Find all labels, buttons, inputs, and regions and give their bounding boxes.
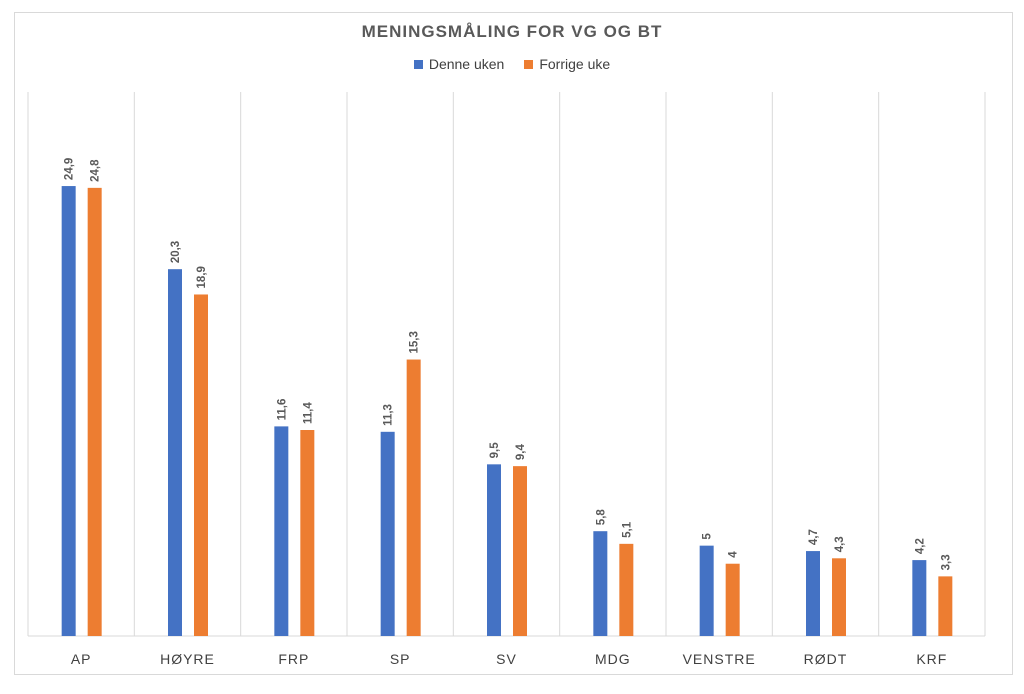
data-label: 24,8: [90, 159, 102, 182]
x-tick-label: MDG: [595, 651, 631, 667]
data-label: 18,9: [196, 266, 208, 288]
data-label: 9,4: [515, 444, 527, 461]
data-label: 3,3: [940, 554, 952, 570]
bar-series-1: [912, 560, 927, 636]
data-label: 24,9: [64, 158, 76, 180]
data-label: 5: [702, 533, 714, 540]
legend-label-series-1: Denne uken: [428, 56, 505, 72]
bar-series-2: [513, 466, 527, 636]
x-tick-label: SP: [390, 651, 411, 667]
bar-series-2: [406, 359, 421, 636]
chart-legend: Denne uken Forrige uke: [0, 56, 1024, 72]
bar-series-1: [699, 545, 714, 636]
bar-series-1: [61, 186, 76, 636]
bar-series-2: [619, 543, 634, 636]
data-label: 4: [728, 551, 740, 558]
data-label: 5,1: [621, 521, 633, 538]
x-tick-label: HØYRE: [160, 651, 215, 667]
x-tick-label: SV: [496, 651, 517, 667]
bar-series-1: [274, 426, 289, 636]
x-tick-label: FRP: [278, 651, 309, 667]
bar-series-2: [938, 576, 953, 636]
legend-swatch-series-2: [524, 59, 534, 69]
legend-label-series-2: Forrige uke: [539, 56, 611, 72]
data-label: 11,3: [383, 404, 395, 426]
bar-series-1: [593, 531, 608, 636]
bar-series-2: [300, 430, 315, 636]
data-label: 4,2: [914, 538, 926, 554]
chart-title: MENINGSMÅLING FOR VG OG BT: [361, 22, 663, 41]
data-label: 11,6: [276, 399, 288, 421]
legend-item-series-1: Denne uken: [413, 56, 505, 72]
bar-series-1: [806, 551, 820, 636]
data-label: 4,7: [808, 529, 820, 545]
data-label: 5,8: [595, 509, 607, 526]
data-label: 11,4: [302, 402, 314, 424]
bar-series-2: [832, 558, 846, 636]
bar-series-1: [380, 431, 395, 636]
x-tick-label: KRF: [916, 651, 947, 667]
data-label: 20,3: [170, 241, 182, 263]
legend-swatch-series-1: [413, 59, 423, 69]
x-tick-label: VENSTRE: [683, 651, 756, 667]
bar-series-1: [487, 464, 501, 636]
data-label: 4,3: [834, 536, 846, 552]
data-label: 15,3: [409, 331, 421, 353]
bar-series-2: [194, 294, 208, 636]
x-tick-label: RØDT: [804, 651, 848, 667]
bar-series-2: [87, 187, 102, 636]
bar-series-2: [725, 563, 740, 636]
data-label: 9,5: [489, 442, 501, 459]
bar-series-1: [168, 269, 182, 636]
x-tick-label: AP: [71, 651, 92, 667]
legend-item-series-2: Forrige uke: [524, 56, 610, 72]
